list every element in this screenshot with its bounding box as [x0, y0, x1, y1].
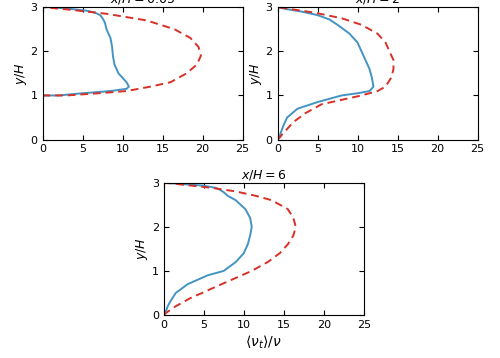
- Title: $x/H = 0.05$: $x/H = 0.05$: [110, 0, 175, 6]
- Title: $x/H = 2$: $x/H = 2$: [355, 0, 400, 6]
- Y-axis label: $y/H$: $y/H$: [13, 62, 29, 85]
- Y-axis label: $y/H$: $y/H$: [248, 62, 264, 85]
- Y-axis label: $y/H$: $y/H$: [134, 237, 150, 260]
- X-axis label: $\langle \nu_t \rangle/\nu$: $\langle \nu_t \rangle/\nu$: [246, 334, 282, 352]
- Title: $x/H = 6$: $x/H = 6$: [241, 168, 286, 182]
